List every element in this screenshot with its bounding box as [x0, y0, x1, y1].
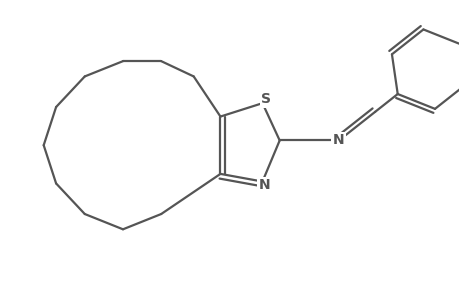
Text: S: S — [261, 92, 271, 106]
Text: N: N — [332, 134, 344, 147]
Text: N: N — [258, 178, 269, 192]
